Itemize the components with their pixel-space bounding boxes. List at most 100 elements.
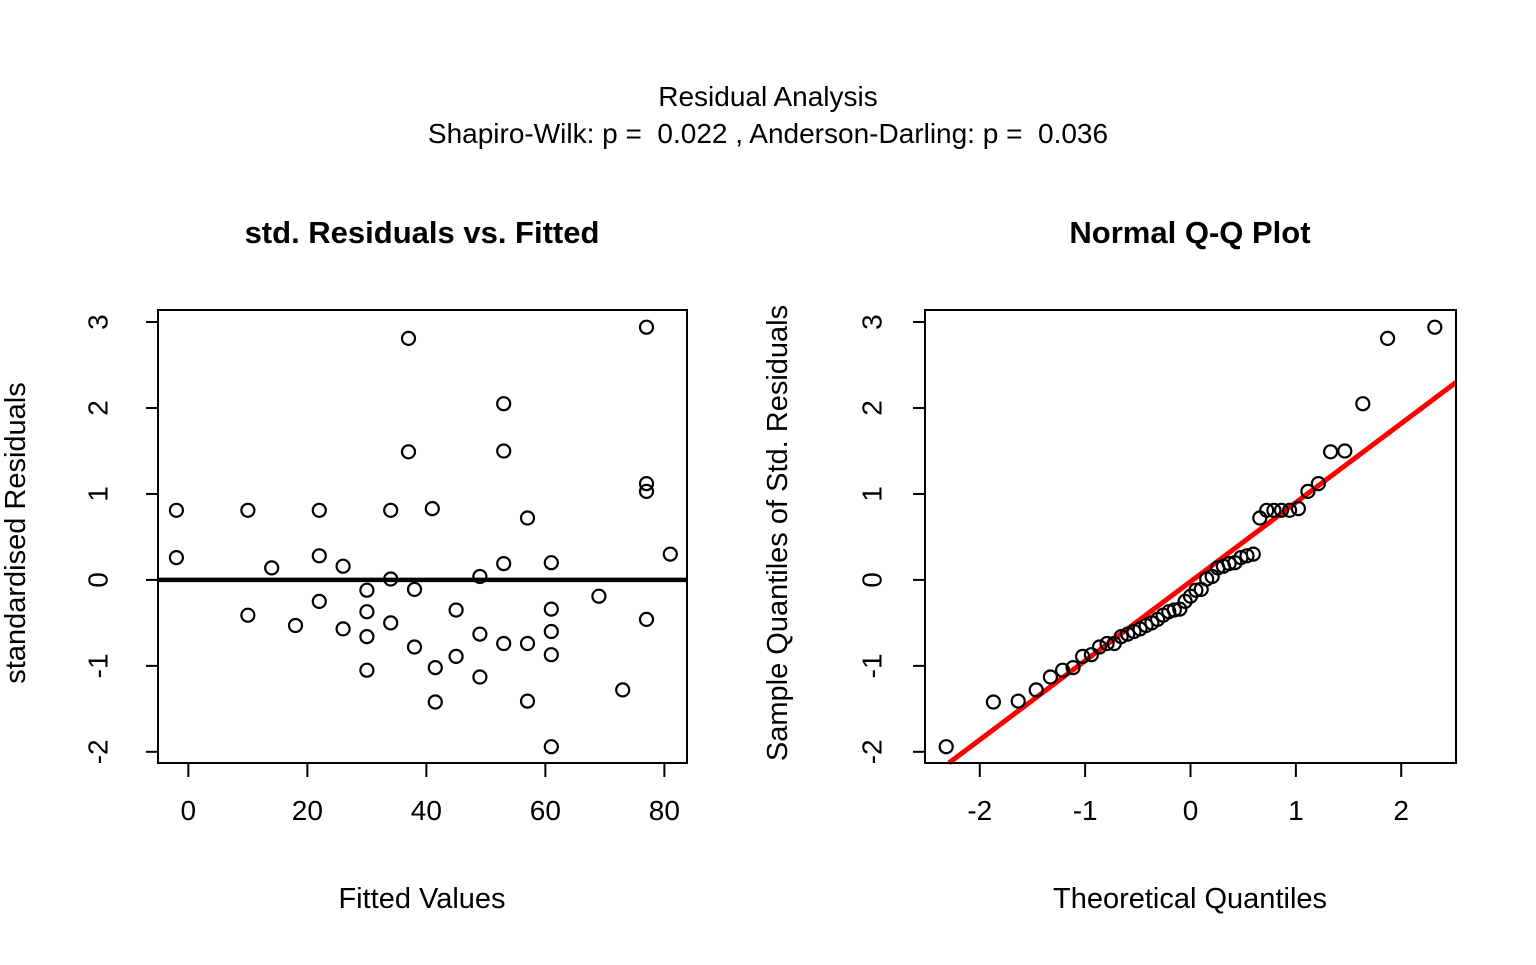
data-point <box>1099 635 1115 652</box>
qq-reference-line <box>947 380 1458 765</box>
y-tick-label: 2 <box>857 400 888 416</box>
data-point <box>383 571 399 587</box>
data-point <box>448 602 464 618</box>
data-point <box>1166 602 1182 618</box>
data-point <box>638 319 655 335</box>
data-point <box>496 555 512 572</box>
fitted-plot-ylabel: standardised Residuals <box>0 382 32 683</box>
data-point <box>1379 330 1396 346</box>
data-point <box>1113 628 1129 645</box>
data-point <box>335 621 351 637</box>
data-point <box>543 555 559 571</box>
data-point <box>264 560 280 576</box>
x-tick-label: -2 <box>967 795 992 826</box>
x-tick-label: 1 <box>1288 795 1304 826</box>
data-point <box>1065 659 1081 676</box>
data-point <box>543 647 559 663</box>
data-point <box>1427 319 1443 335</box>
data-point <box>1054 662 1071 678</box>
data-point <box>638 476 655 492</box>
y-tick-label: -2 <box>83 739 114 764</box>
data-point <box>1091 639 1108 655</box>
data-point <box>240 607 256 623</box>
qq-plot-xlabel: Theoretical Quantiles <box>1053 883 1327 915</box>
y-tick-label: 0 <box>83 572 114 588</box>
y-tick-label: 3 <box>857 314 888 330</box>
fitted-plot-title: std. Residuals vs. Fitted <box>245 215 600 250</box>
data-point <box>311 548 327 564</box>
data-point <box>1221 555 1237 572</box>
data-point <box>1337 443 1353 459</box>
fitted-plot: 0 20 40 60 80 3 2 1 0 -1 -2 <box>83 309 688 826</box>
qq-plot-ylabel: Sample Quantiles of Std. Residuals <box>762 305 794 761</box>
data-point <box>400 444 417 460</box>
data-point <box>1266 502 1282 518</box>
data-point <box>543 739 559 755</box>
data-point <box>472 626 488 642</box>
data-point <box>1083 647 1100 663</box>
data-point <box>311 593 327 610</box>
data-point <box>1259 502 1275 518</box>
x-tick-label: 20 <box>292 795 323 826</box>
data-point <box>638 611 655 628</box>
data-point <box>359 662 375 678</box>
data-point <box>496 396 512 412</box>
y-tick-label: 1 <box>857 486 888 502</box>
y-tick-label: -1 <box>83 653 114 678</box>
data-point <box>1273 502 1290 518</box>
data-point <box>424 501 440 517</box>
x-tick-label: 80 <box>649 795 680 826</box>
data-point <box>240 502 256 518</box>
data-point <box>1310 476 1327 492</box>
data-point <box>1042 669 1059 685</box>
data-point <box>496 635 512 652</box>
data-point <box>1322 444 1339 460</box>
data-point <box>638 483 655 499</box>
data-point <box>985 694 1002 710</box>
x-tick-label: 0 <box>1183 795 1199 826</box>
data-point <box>311 502 327 518</box>
data-point <box>359 582 375 598</box>
y-tick-label: 2 <box>83 400 114 416</box>
data-point <box>1245 546 1261 562</box>
data-point <box>1010 693 1026 709</box>
data-point <box>1074 648 1091 665</box>
x-tick-label: -1 <box>1073 795 1098 826</box>
x-tick-label: 0 <box>181 795 197 826</box>
data-point <box>400 330 417 346</box>
y-tick-label: 0 <box>857 572 888 588</box>
data-point <box>168 549 184 566</box>
data-point <box>383 615 399 631</box>
data-point <box>1290 501 1307 517</box>
qq-plot: -2 -1 0 1 2 3 2 1 0 -1 -2 <box>857 309 1458 826</box>
data-point <box>168 502 184 518</box>
y-tick-label: 1 <box>83 486 114 502</box>
data-point <box>1281 502 1298 518</box>
data-point <box>662 546 678 562</box>
data-point <box>427 694 443 710</box>
main-title-line2: Shapiro-Wilk: p = 0.022 , Anderson-Darli… <box>428 118 1108 149</box>
main-title-line1: Residual Analysis <box>658 81 877 112</box>
data-point <box>519 510 536 526</box>
data-point <box>383 502 399 518</box>
data-point <box>938 739 954 755</box>
data-point <box>427 659 443 676</box>
fitted-plot-xlabel: Fitted Values <box>338 883 505 915</box>
x-tick-label: 60 <box>530 795 561 826</box>
data-point <box>496 443 512 459</box>
data-point <box>1355 396 1371 412</box>
plot-box <box>157 309 688 764</box>
qq-plot-title: Normal Q-Q Plot <box>1069 215 1310 250</box>
data-point <box>472 669 488 685</box>
x-tick-label: 2 <box>1393 795 1409 826</box>
data-point <box>543 623 559 640</box>
data-point <box>615 682 631 698</box>
data-point <box>359 628 375 645</box>
data-point <box>287 617 304 634</box>
y-tick-label: 3 <box>83 314 114 330</box>
data-point <box>519 693 536 709</box>
data-point <box>591 588 607 604</box>
